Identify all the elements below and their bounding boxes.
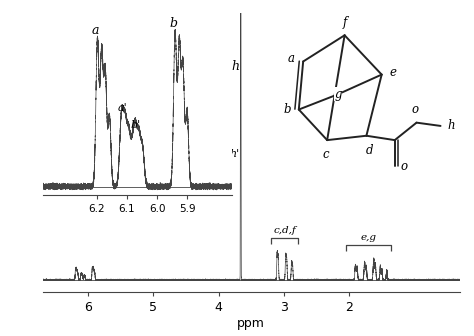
Text: d: d [365, 144, 373, 157]
Text: a': a' [118, 103, 127, 113]
Text: e: e [390, 66, 397, 79]
Text: f: f [342, 16, 347, 29]
Text: a: a [288, 52, 295, 65]
Text: e,g: e,g [361, 233, 376, 242]
Text: h': h' [230, 149, 240, 159]
Text: h: h [447, 119, 455, 132]
Text: c,d,f: c,d,f [273, 226, 296, 235]
Text: c: c [323, 149, 329, 161]
Text: g: g [334, 88, 342, 101]
Text: h: h [232, 60, 240, 73]
X-axis label: ppm: ppm [237, 317, 265, 330]
Text: a: a [91, 24, 99, 37]
Text: o: o [412, 103, 419, 116]
Text: b: b [170, 17, 178, 30]
Text: o: o [401, 160, 408, 173]
Text: b': b' [131, 120, 141, 130]
Text: b: b [283, 103, 291, 116]
